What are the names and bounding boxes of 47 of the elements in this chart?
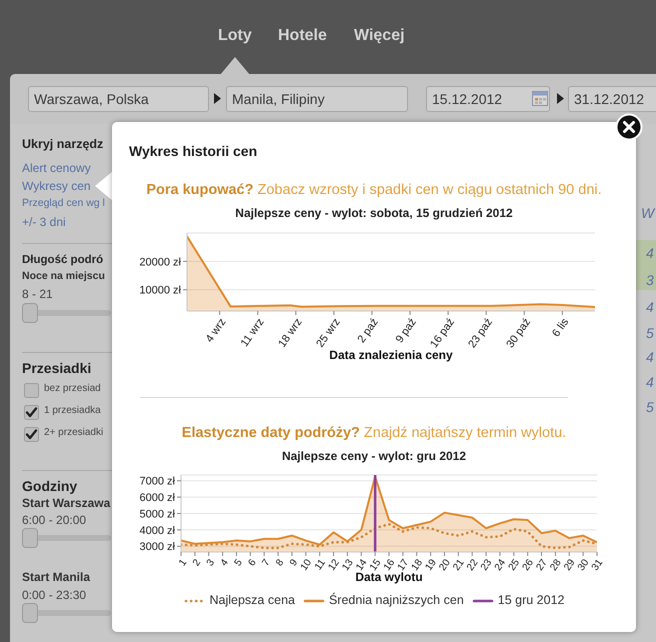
x-tick-label: 30 [576,557,592,573]
text: Alert cenowy [22,161,91,175]
x-axis-title: Data znalezienia ceny [329,348,453,362]
text: 1 przesiadka [44,405,101,417]
text: 2+ przesiadki [44,427,104,439]
x-tick-label: 6 lis [550,316,572,340]
x-tick-label: 25 wrz [314,316,343,350]
text: 4 [646,299,654,315]
text: 4 [646,349,654,365]
x-tick-label: 11 wrz [238,316,267,350]
text: 3 [646,272,654,288]
x-tick-label: 18 wrz [276,316,305,350]
text: +/- 3 dni [22,215,66,229]
text: 31.12.2012 [574,91,644,107]
text: Start Manila [22,570,90,584]
x-tick-label: 4 wrz [204,316,228,345]
text: Start Warszawa [22,496,110,510]
text: Zobacz wzrosty i spadki cen w ciągu ostatnich 90 dni. [258,182,602,198]
text: Przegląd cen wg l [22,197,105,210]
text: bez przesiad [44,383,101,395]
x-tick-label: 9 paź [394,316,419,346]
text: Ukryj narzędz [22,137,104,152]
text: 0:00 - 23:30 [22,588,86,602]
chart-title: Najlepsze ceny - wylot: sobota, 15 grudzień 2012 [234,206,514,221]
text: Noce na miejscu [22,270,105,283]
text: Godziny [22,478,78,494]
text: Manila, Filipiny [232,91,325,107]
text: 8 - 21 [22,287,53,301]
text: Więcej [354,27,405,45]
text: Loty [218,27,252,45]
text: W [641,205,654,221]
text: Pora kupować? [146,182,254,198]
y-tick-label: 20000 zł [139,256,182,268]
text: 6:00 - 20:00 [22,513,86,527]
text: Wykres historii cen [129,143,258,159]
text: 5 [646,399,654,415]
text: Hotele [278,27,327,45]
x-tick-label: 29 [562,557,578,573]
text: 4 [646,374,654,390]
text: 4 [646,245,654,261]
text: Długość podró [22,253,104,267]
text: 15.12.2012 [432,91,502,107]
x-tick-label: 31 [590,557,606,573]
text: Wykresy cen [22,179,91,193]
text: Warszawa, Polska [34,91,149,107]
text: Przesiadki [22,360,92,376]
y-tick-label: 10000 zł [139,284,182,297]
